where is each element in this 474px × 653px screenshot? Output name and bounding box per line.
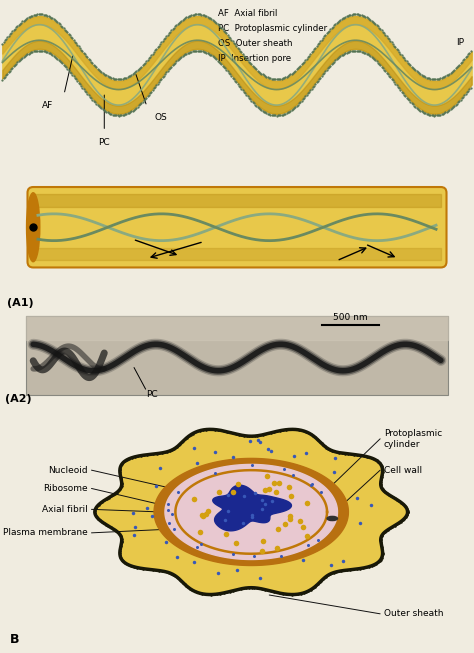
- Text: IP  Insertion pore: IP Insertion pore: [218, 54, 291, 63]
- Text: PC: PC: [146, 390, 157, 399]
- Text: OS: OS: [155, 113, 167, 122]
- Text: PC: PC: [99, 138, 110, 147]
- Text: Axial fibril: Axial fibril: [42, 505, 88, 514]
- Text: AF: AF: [42, 101, 53, 110]
- Polygon shape: [154, 458, 348, 565]
- Polygon shape: [95, 430, 408, 594]
- Ellipse shape: [327, 517, 337, 520]
- Ellipse shape: [27, 193, 40, 262]
- Text: PC  Protoplasmic cylinder: PC Protoplasmic cylinder: [218, 24, 327, 33]
- Text: OS  Outer sheath: OS Outer sheath: [218, 39, 292, 48]
- Text: B: B: [9, 633, 19, 646]
- Text: Plasma membrane: Plasma membrane: [3, 528, 88, 537]
- Text: Ribosome: Ribosome: [43, 484, 88, 493]
- FancyBboxPatch shape: [26, 316, 448, 395]
- Text: AF  Axial fibril: AF Axial fibril: [218, 8, 277, 18]
- Text: Outer sheath: Outer sheath: [384, 609, 444, 618]
- Text: 500 nm: 500 nm: [333, 313, 368, 321]
- Polygon shape: [165, 464, 337, 560]
- Text: Protoplasmic
cylinder: Protoplasmic cylinder: [384, 429, 442, 449]
- Polygon shape: [213, 485, 292, 531]
- Text: Cell wall: Cell wall: [384, 466, 422, 475]
- Text: IP: IP: [456, 39, 465, 48]
- Text: (A2): (A2): [5, 394, 31, 404]
- FancyBboxPatch shape: [27, 187, 447, 268]
- Text: (A1): (A1): [7, 298, 34, 308]
- Text: Nucleoid: Nucleoid: [48, 466, 88, 475]
